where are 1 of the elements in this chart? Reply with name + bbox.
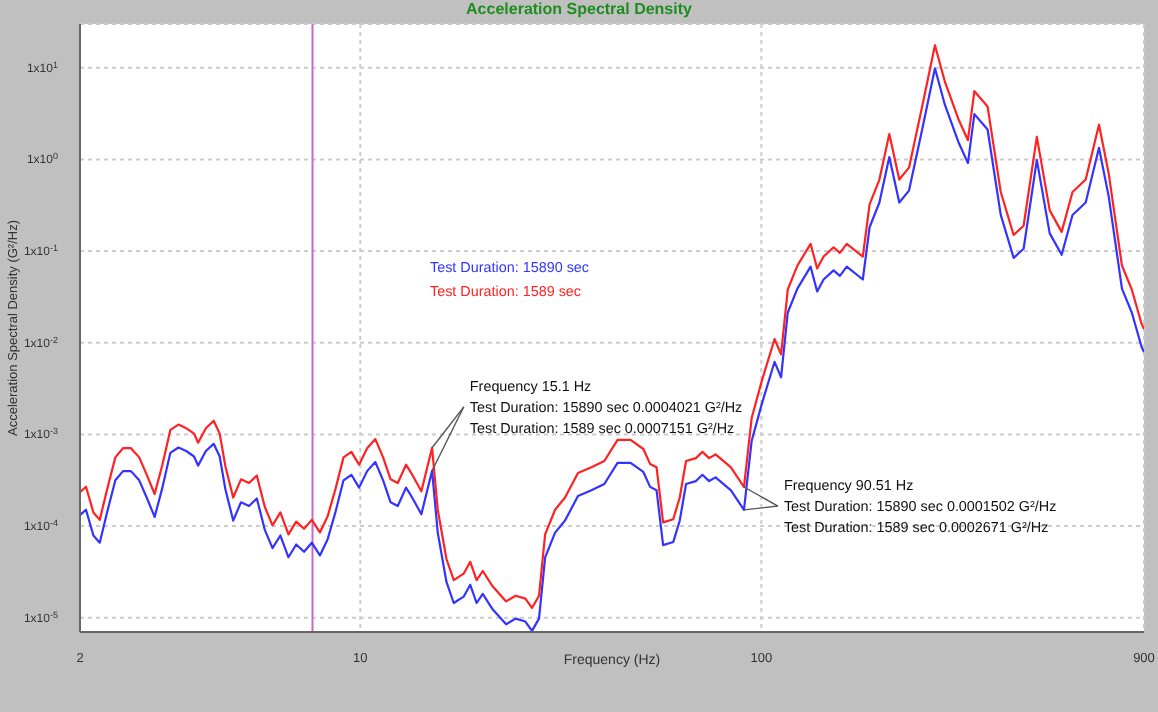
chart-title: Acceleration Spectral Density [464, 0, 694, 20]
